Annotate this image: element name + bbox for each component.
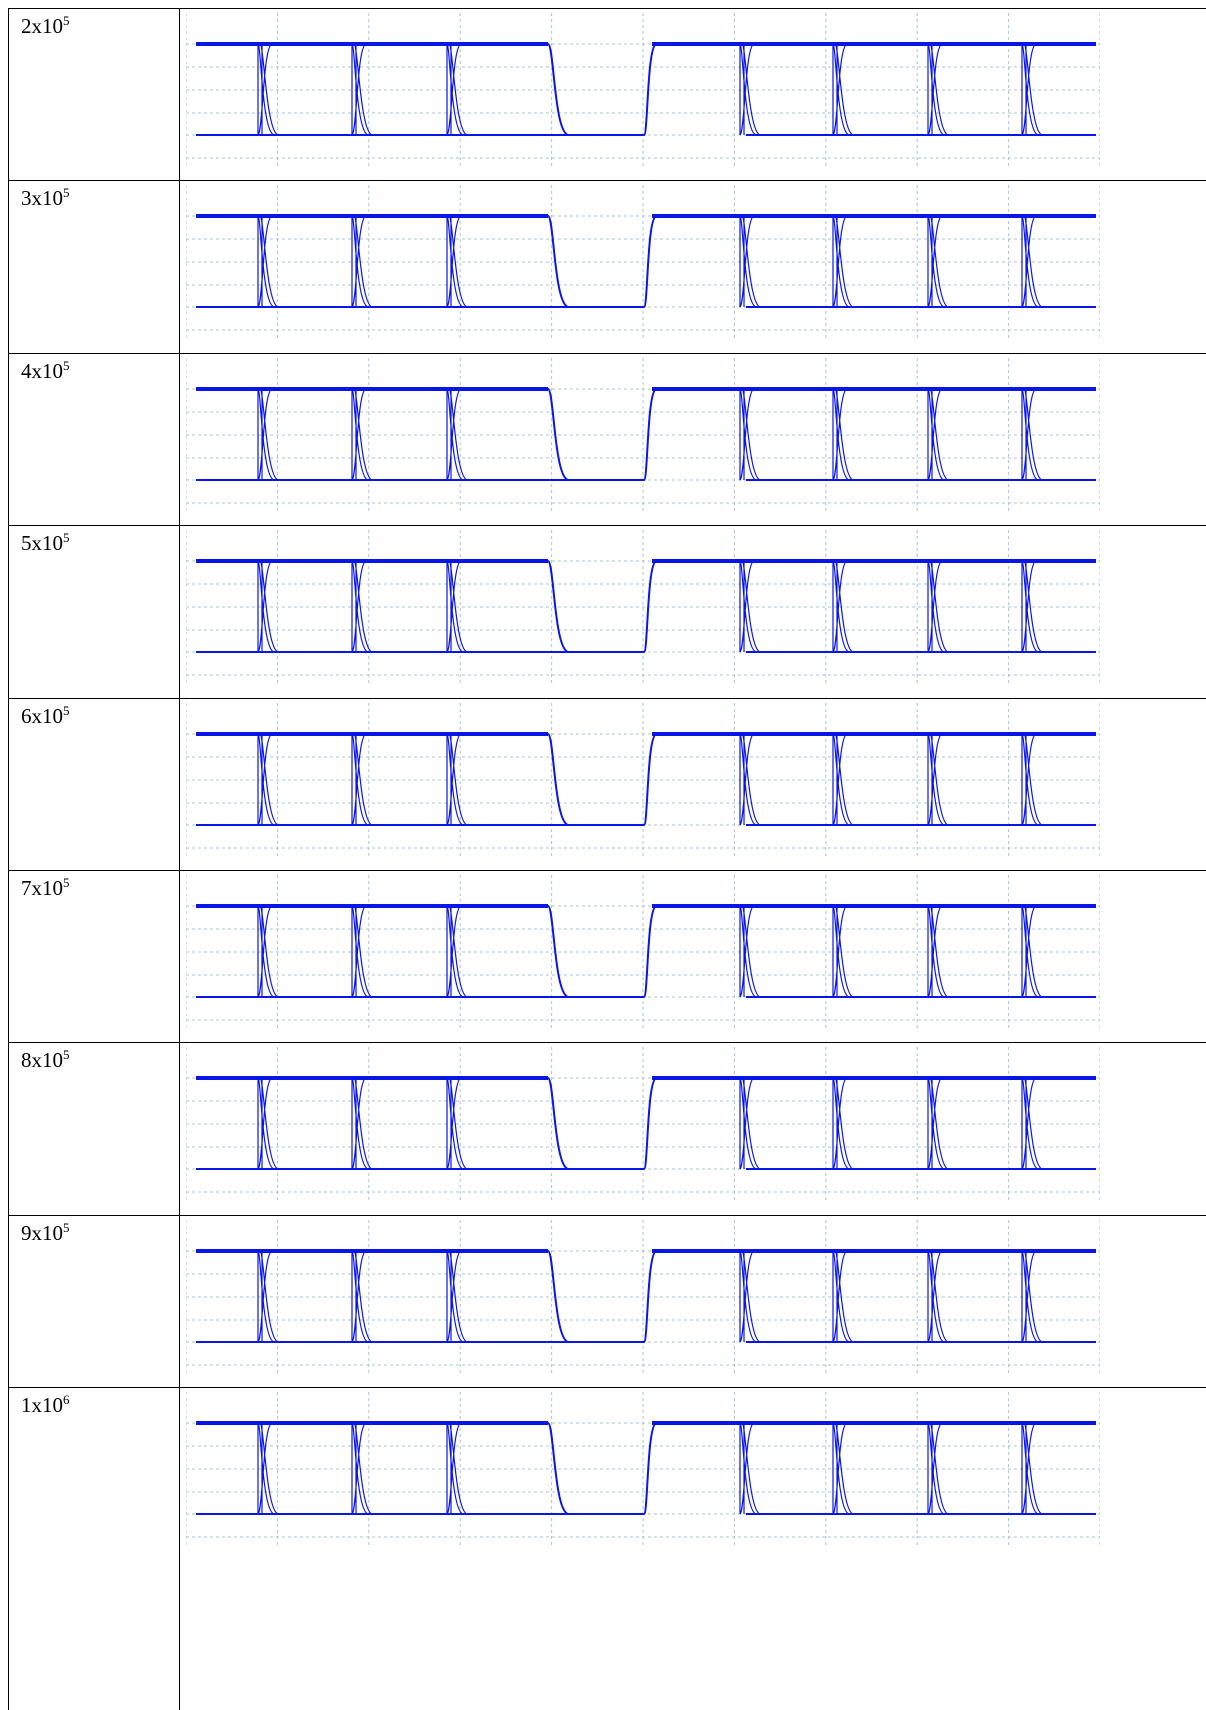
label-exponent: 5 <box>63 1047 70 1062</box>
row-label: 6x105 <box>8 699 180 870</box>
waveform <box>186 875 1100 1031</box>
row-label: 3x105 <box>8 181 180 352</box>
label-base: 3x10 <box>21 186 63 210</box>
label-exponent: 5 <box>63 1220 70 1235</box>
waveform <box>186 530 1100 686</box>
label-exponent: 5 <box>63 13 70 28</box>
table-row: 3x105 <box>8 180 1206 352</box>
waveform <box>186 703 1100 859</box>
table-row: 2x105 <box>8 8 1206 180</box>
row-label: 1x106 <box>8 1388 180 1710</box>
label-base: 6x10 <box>21 704 63 728</box>
waveform <box>186 185 1100 341</box>
table-row: 4x105 <box>8 353 1206 525</box>
label-base: 5x10 <box>21 531 63 555</box>
waveform <box>186 358 1100 514</box>
row-label: 8x105 <box>8 1043 180 1214</box>
table-row: 1x106 <box>8 1387 1206 1710</box>
waveform <box>186 13 1100 169</box>
label-exponent: 5 <box>63 875 70 890</box>
label-exponent: 6 <box>63 1392 70 1407</box>
label-exponent: 5 <box>63 703 70 718</box>
table: 2x1053x1054x1055x1056x1057x1058x1059x105… <box>0 0 1206 1708</box>
label-base: 9x10 <box>21 1221 63 1245</box>
label-base: 4x10 <box>21 359 63 383</box>
waveform <box>186 1220 1100 1376</box>
table-row: 5x105 <box>8 525 1206 697</box>
table-row: 9x105 <box>8 1215 1206 1387</box>
page: 2x1053x1054x1055x1056x1057x1058x1059x105… <box>0 0 1206 1708</box>
table-row: 7x105 <box>8 870 1206 1042</box>
table-row: 6x105 <box>8 698 1206 870</box>
label-exponent: 5 <box>63 185 70 200</box>
waveform <box>186 1392 1100 1548</box>
row-label: 9x105 <box>8 1216 180 1387</box>
label-exponent: 5 <box>63 530 70 545</box>
row-label: 5x105 <box>8 526 180 697</box>
row-label: 2x105 <box>8 9 180 180</box>
label-base: 8x10 <box>21 1048 63 1072</box>
label-base: 2x10 <box>21 14 63 38</box>
waveform <box>186 1047 1100 1203</box>
row-label: 7x105 <box>8 871 180 1042</box>
row-label: 4x105 <box>8 354 180 525</box>
label-base: 1x10 <box>21 1393 63 1417</box>
table-row: 8x105 <box>8 1042 1206 1214</box>
label-exponent: 5 <box>63 358 70 373</box>
label-base: 7x10 <box>21 876 63 900</box>
